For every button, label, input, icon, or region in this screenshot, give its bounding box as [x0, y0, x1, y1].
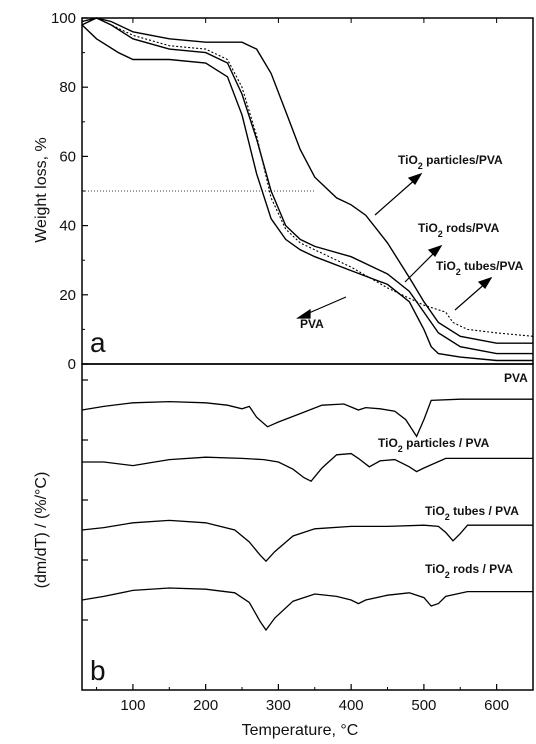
x-tick-label: 500	[411, 697, 436, 714]
dtg-label-pva: PVA	[504, 371, 528, 385]
arrow-rods-head	[427, 244, 443, 257]
series-b-3	[81, 587, 533, 632]
dtg-label-rods: TiO2 rods / PVA	[425, 562, 513, 580]
panel-a-series	[81, 17, 534, 362]
annotation-tubes: TiO2 tubes/PVA	[436, 259, 524, 277]
y-tick-label-a: 60	[59, 148, 76, 165]
arrow-pva-head	[296, 308, 311, 319]
x-tick-label: 600	[484, 697, 509, 714]
series-a-3	[81, 17, 534, 337]
series-a-0	[81, 24, 533, 362]
series-b-2	[81, 519, 533, 563]
panel-letter-b: b	[90, 655, 106, 686]
panel-letter-a: a	[90, 327, 106, 358]
x-axis-label: Temperature, °C	[242, 722, 359, 739]
annotation-rods: TiO2 rods/PVA	[418, 221, 500, 239]
panel-a-ticks: 0 20 40 60 80 100	[51, 10, 498, 373]
series-a-1	[81, 17, 533, 344]
arrow-rods	[404, 249, 438, 283]
series-b-1	[82, 452, 533, 483]
arrow-tubes-head	[477, 276, 493, 289]
dtg-label-tubes: TiO2 tubes / PVA	[425, 504, 519, 522]
x-tick-label: 300	[266, 697, 291, 714]
arrow-particles-head	[407, 172, 423, 185]
x-tick-label: 400	[339, 697, 364, 714]
annotation-particles: TiO2 particles/PVA	[398, 153, 503, 171]
panel-b-frame	[81, 363, 534, 691]
series-a-2	[81, 17, 533, 355]
panel-b-series	[81, 398, 533, 632]
y-tick-label-a: 80	[59, 79, 76, 96]
y-tick-label-a: 40	[59, 218, 76, 235]
y-axis-label-a: Weight loss, %	[33, 137, 50, 243]
annotation-pva-a: PVA	[300, 317, 324, 331]
arrow-particles	[374, 177, 418, 216]
x-tick-label: 200	[193, 697, 218, 714]
annotation-arrows	[296, 172, 493, 319]
x-tick-label: 100	[120, 697, 145, 714]
dtg-label-particles: TiO2 particles / PVA	[378, 436, 490, 454]
panel-b-ticks: 100 200 300 400 500 600	[82, 379, 534, 714]
y-tick-label-a: 0	[68, 356, 76, 373]
arrow-tubes	[454, 281, 488, 311]
y-axis-label-b: (dm/dT) / (%/°C)	[33, 472, 50, 589]
y-tick-label-a: 100	[51, 10, 76, 27]
y-tick-label-a: 20	[59, 287, 76, 304]
series-b-0	[81, 398, 533, 438]
